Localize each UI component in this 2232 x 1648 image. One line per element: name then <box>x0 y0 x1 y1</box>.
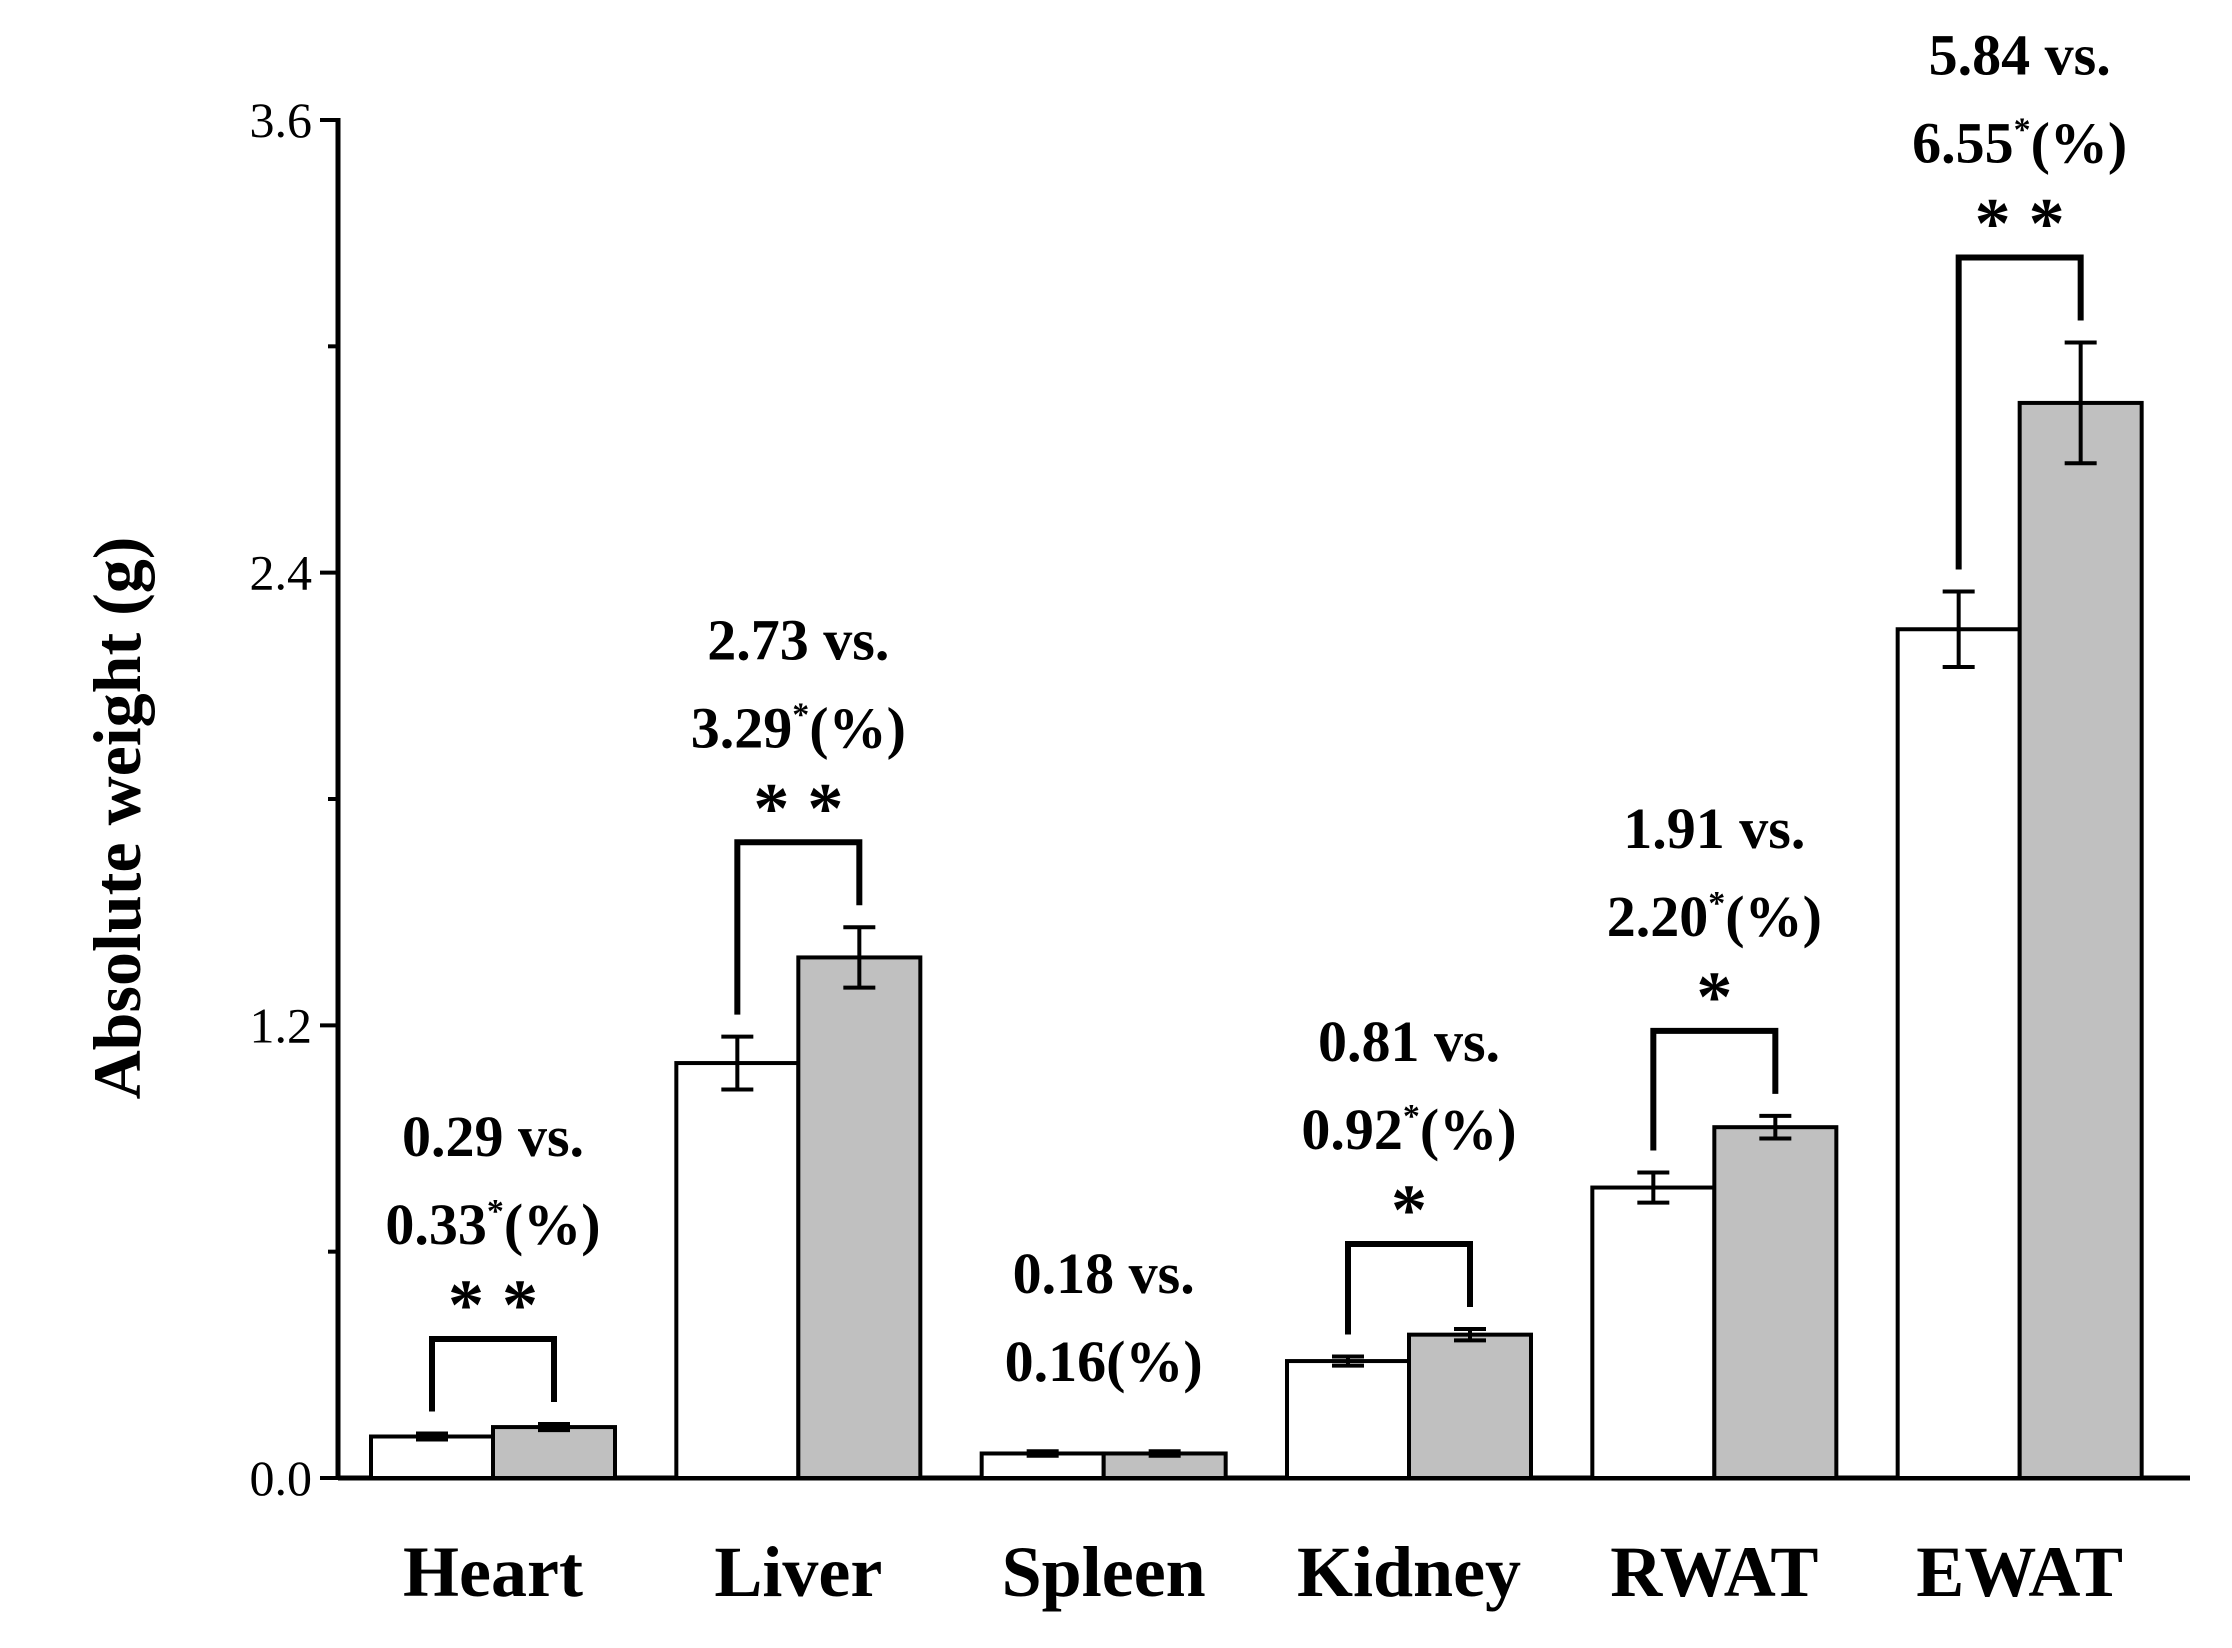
x-tick-label-kidney: Kidney <box>1297 1532 1521 1612</box>
bar-group2-liver <box>796 955 923 1480</box>
significance-stars: * * <box>448 1265 538 1345</box>
x-tick-label-liver: Liver <box>714 1532 882 1612</box>
bar-group2-heart <box>491 1425 617 1480</box>
x-tick-label-rwat: RWAT <box>1610 1532 1818 1612</box>
significance-stars: * <box>1391 1170 1427 1250</box>
significance-bracket <box>1955 254 2084 570</box>
significance-bracket <box>1345 1240 1473 1335</box>
bar-group1-ewat <box>1895 627 2022 1480</box>
bar-group2-rwat <box>1712 1125 1839 1481</box>
y-tick-label: 3.6 <box>250 92 313 148</box>
annotation-line2: 0.33*(%) <box>385 1192 600 1257</box>
annotations: * * 0.33*(%) 0.29 vs. * * 3.29*(%) 2.73 vs. 0.… <box>385 23 2127 1412</box>
y-tick-label: 1.2 <box>250 997 313 1053</box>
significance-stars: * <box>1696 957 1732 1037</box>
significance-stars: * * <box>1975 184 2065 264</box>
annotation-line2: 2.20*(%) <box>1607 884 1822 949</box>
y-axis-label: Absolute weight (g) <box>79 537 155 1100</box>
bar-group1-rwat <box>1590 1185 1717 1481</box>
annotation-line2: 0.16(%) <box>1005 1329 1203 1394</box>
significance-bracket <box>1650 1027 1779 1151</box>
annotation-line1: 0.29 vs. <box>402 1104 584 1169</box>
x-tick-label-heart: Heart <box>403 1532 583 1612</box>
bar-group2-kidney <box>1407 1332 1533 1480</box>
bar-group1-kidney <box>1285 1359 1411 1481</box>
annotation-line2: 0.92*(%) <box>1301 1097 1516 1162</box>
bar-group2-ewat <box>2017 400 2144 1481</box>
annotation-line1: 0.81 vs. <box>1318 1009 1500 1074</box>
bar-group1-liver <box>674 1061 801 1480</box>
significance-stars: * * <box>753 768 843 848</box>
annotation-line2: 6.55*(%) <box>1912 111 2127 176</box>
annotation-line1: 0.18 vs. <box>1013 1241 1195 1306</box>
y-tick-label: 2.4 <box>250 545 313 601</box>
bar-group1-heart <box>369 1434 495 1481</box>
annotation-line1: 5.84 vs. <box>1929 23 2111 88</box>
significance-bracket <box>734 839 863 1015</box>
annotation-line1: 1.91 vs. <box>1623 796 1805 861</box>
axes: 0.0 1.2 2.4 3.6 Heart Liver Spleen Kidney RWAT EW… <box>250 92 2190 1612</box>
annotation-line2: 3.29*(%) <box>691 695 906 760</box>
significance-bracket <box>429 1336 557 1412</box>
bars <box>369 340 2144 1481</box>
x-tick-label-spleen: Spleen <box>1002 1532 1206 1612</box>
annotation-line1: 2.73 vs. <box>707 607 889 672</box>
x-tick-label-ewat: EWAT <box>1916 1532 2123 1612</box>
y-tick-label: 0.0 <box>250 1450 313 1506</box>
